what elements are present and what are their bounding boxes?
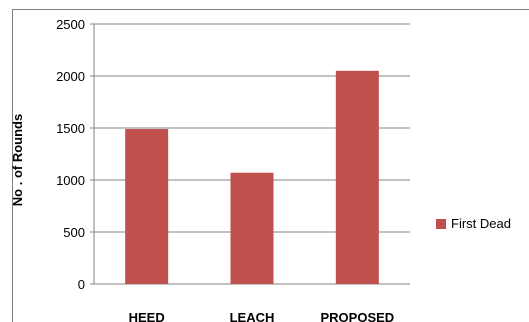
y-tick-label: 2000 [56, 69, 85, 84]
y-tick-labels: 0 500 1000 1500 2000 2500 [56, 17, 85, 292]
legend-swatch [436, 218, 446, 229]
x-tick-label: LEACH [230, 310, 275, 322]
x-tick-labels: HEED LEACH PROPOSED [129, 310, 395, 322]
bar-heed [125, 129, 169, 284]
x-tick-label: PROPOSED [320, 310, 394, 322]
y-tick-label: 2500 [56, 17, 85, 32]
y-tick-label: 0 [78, 277, 85, 292]
y-tick-label: 500 [63, 225, 85, 240]
x-tick-label: HEED [129, 310, 165, 322]
bar-proposed [335, 70, 379, 284]
y-tick-label: 1500 [56, 121, 85, 136]
legend-label: First Dead [451, 216, 511, 231]
y-axis-label: No . of Rounds [10, 114, 25, 206]
y-tick-label: 1000 [56, 173, 85, 188]
chart-frame [12, 9, 529, 322]
bar-leach [230, 172, 274, 284]
legend: First Dead [436, 216, 511, 231]
bars [125, 70, 379, 284]
